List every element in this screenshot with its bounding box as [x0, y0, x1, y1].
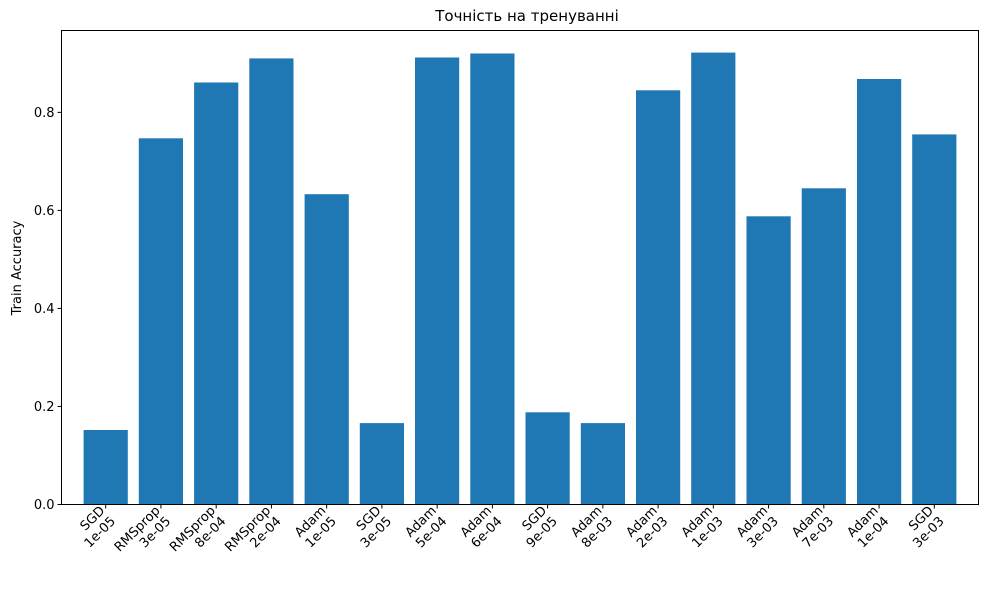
bar-12: [746, 216, 791, 505]
bar-9: [580, 423, 625, 505]
bar-3: [249, 58, 294, 505]
plot-frame: [61, 30, 979, 505]
y-tick-label: 0.0: [34, 498, 55, 513]
bar-15: [912, 134, 957, 505]
y-axis-ticks: 0.0 0.2 0.4 0.6 0.8: [34, 106, 62, 513]
bar-4: [304, 194, 349, 505]
y-tick-label: 0.6: [34, 204, 55, 219]
bar-1: [138, 138, 183, 505]
bar-6: [415, 57, 460, 505]
y-tick-label: 0.8: [34, 106, 55, 121]
bar-2: [194, 82, 239, 505]
y-tick-label: 0.2: [34, 400, 55, 415]
bar-5: [359, 423, 404, 505]
y-axis-label: Train Accuracy: [10, 220, 25, 316]
bar-11: [691, 52, 736, 505]
bar-13: [801, 188, 846, 505]
bar-14: [857, 79, 902, 505]
bars-group: [83, 52, 957, 505]
bar-10: [636, 90, 681, 505]
bar-8: [525, 412, 570, 505]
bar-0: [83, 430, 128, 505]
y-tick-label: 0.4: [34, 302, 55, 317]
bar-7: [470, 53, 515, 505]
chart-title: Точність на тренуванні: [434, 7, 619, 25]
